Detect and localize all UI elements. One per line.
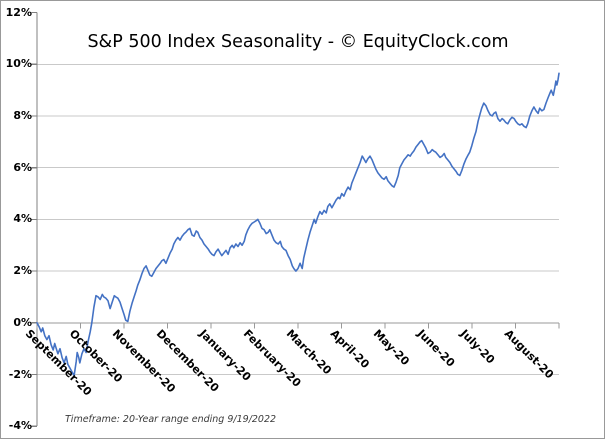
y-axis-label: 6%	[13, 160, 32, 174]
y-axis-label: 2%	[13, 264, 32, 278]
y-axis-label: 12%	[5, 5, 32, 19]
seasonality-line	[36, 72, 560, 377]
y-axis-label: -2%	[8, 367, 32, 381]
y-axis-label: -4%	[8, 419, 32, 433]
timeframe-footnote: Timeframe: 20-Year range ending 9/19/202…	[65, 414, 277, 425]
y-axis-label: 4%	[13, 212, 32, 226]
y-axis-label: 0%	[13, 315, 32, 329]
y-axis-label: 8%	[13, 109, 32, 122]
y-axis-label: 10%	[5, 57, 32, 71]
chart-title: S&P 500 Index Seasonality - © EquityCloc…	[87, 32, 509, 52]
